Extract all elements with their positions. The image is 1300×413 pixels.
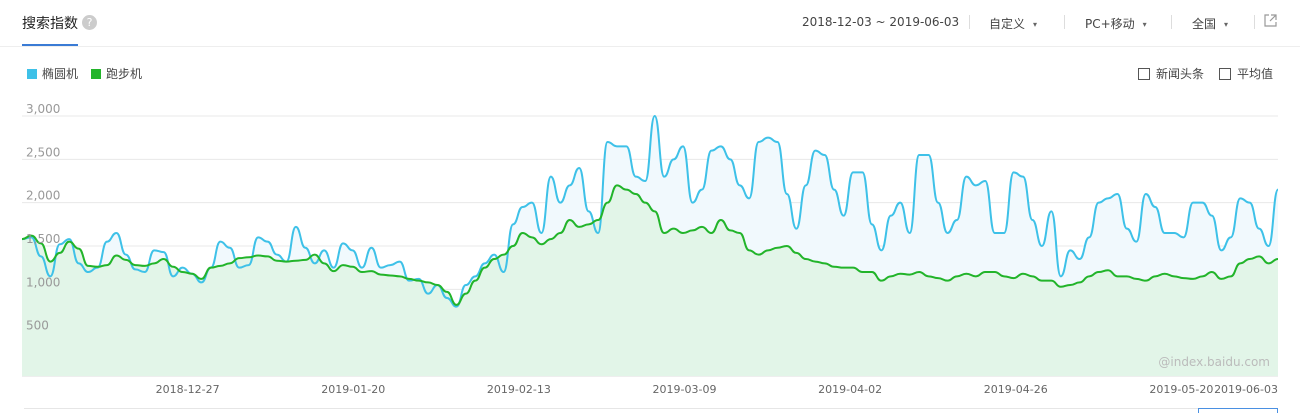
y-tick-label: 3,000 bbox=[26, 102, 60, 116]
average-label: 平均值 bbox=[1237, 67, 1274, 81]
series-line-treadmill bbox=[21, 184, 1279, 306]
legend-swatch bbox=[27, 69, 37, 79]
legend-swatch bbox=[91, 69, 101, 79]
watermark: @index.baidu.com bbox=[1158, 355, 1270, 369]
x-tick-label: 2019-06-03 bbox=[1214, 383, 1278, 396]
x-tick-label: 2019-04-26 bbox=[984, 383, 1048, 396]
range-dropdown[interactable]: 自定义 ▾ bbox=[989, 15, 1037, 32]
average-checkbox[interactable]: 平均值 bbox=[1219, 65, 1273, 82]
region-label: 全国 bbox=[1192, 17, 1217, 31]
y-tick-label: 1,500 bbox=[26, 232, 60, 246]
checkbox-icon bbox=[1138, 68, 1150, 80]
caret-down-icon: ▾ bbox=[1033, 20, 1038, 29]
page-title: 搜索指数 bbox=[22, 16, 78, 32]
device-label: PC+移动 bbox=[1085, 17, 1135, 31]
divider bbox=[1171, 15, 1172, 29]
x-tick-label: 2019-04-02 bbox=[818, 383, 882, 396]
legend-label: 椭圆机 bbox=[42, 67, 79, 81]
y-tick-label: 2,500 bbox=[26, 145, 60, 159]
news-label: 新闻头条 bbox=[1156, 67, 1205, 81]
device-dropdown[interactable]: PC+移动 ▾ bbox=[1085, 15, 1147, 32]
header-bar: 搜索指数 ? 2018-12-03 ~ 2019-06-03 自定义 ▾ PC+移… bbox=[0, 0, 1300, 47]
legend-ellipticals[interactable]: 椭圆机 bbox=[27, 65, 78, 82]
series-area-treadmill bbox=[22, 185, 1278, 376]
legend-treadmill[interactable]: 跑步机 bbox=[91, 65, 142, 82]
range-label: 自定义 bbox=[989, 17, 1026, 31]
y-tick-label: 2,000 bbox=[26, 189, 60, 203]
divider bbox=[1064, 15, 1065, 29]
scrollbar-handle[interactable] bbox=[1198, 408, 1278, 413]
divider bbox=[1254, 15, 1255, 29]
external-link-icon[interactable] bbox=[1264, 14, 1277, 27]
timeline-scrollbar[interactable] bbox=[24, 408, 1278, 413]
x-tick-label: 2019-05-20 bbox=[1149, 383, 1213, 396]
date-range[interactable]: 2018-12-03 ~ 2019-06-03 bbox=[802, 15, 960, 29]
divider bbox=[969, 15, 970, 29]
x-tick-label: 2019-02-13 bbox=[487, 383, 551, 396]
news-checkbox[interactable]: 新闻头条 bbox=[1138, 65, 1204, 82]
x-tick-label: 2019-03-09 bbox=[653, 383, 717, 396]
series-line-ellipticals bbox=[21, 115, 1279, 308]
caret-down-icon: ▾ bbox=[1142, 20, 1147, 29]
legend-label: 跑步机 bbox=[106, 67, 143, 81]
y-tick-label: 1,000 bbox=[26, 275, 60, 289]
checkbox-icon bbox=[1219, 68, 1231, 80]
x-tick-label: 2018-12-27 bbox=[156, 383, 220, 396]
help-icon[interactable]: ? bbox=[82, 15, 97, 30]
tab-underline bbox=[22, 44, 78, 46]
x-tick-label: 2019-01-20 bbox=[321, 383, 385, 396]
y-tick-label: 500 bbox=[26, 319, 49, 333]
region-dropdown[interactable]: 全国 ▾ bbox=[1192, 15, 1228, 32]
caret-down-icon: ▾ bbox=[1224, 20, 1229, 29]
